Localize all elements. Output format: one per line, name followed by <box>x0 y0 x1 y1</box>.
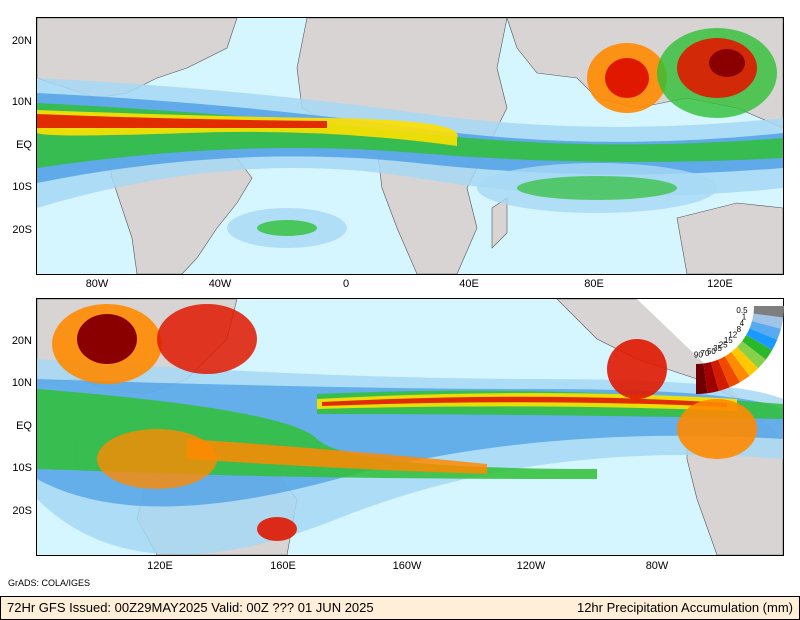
lat-label-top-eq: EQ <box>16 139 32 151</box>
legend-wedge <box>711 359 730 392</box>
legend-wedge <box>753 306 784 318</box>
legend-value-label: 90 <box>694 351 703 360</box>
legend-value-label: 1 <box>742 312 747 321</box>
legend-wedge <box>746 328 778 350</box>
legend-value-label: 12 <box>728 331 737 340</box>
lon-label-top-120e: 120E <box>707 278 733 290</box>
lat-label-bottom-10s: 10S <box>12 462 32 474</box>
lon-label-bottom-120w: 120W <box>516 560 546 572</box>
legend-value-label: 70 <box>701 349 710 358</box>
footer-bar: 72Hr GFS Issued: 00Z29MAY2025 Valid: 00Z… <box>0 596 800 620</box>
lon-label-bottom-80w: 80W <box>645 560 669 572</box>
lat-label-bottom-eq: EQ <box>16 420 32 432</box>
legend-wedge <box>718 356 740 388</box>
lat-label-top-20s: 20S <box>12 224 32 236</box>
lon-label-bottom-160w: 160W <box>392 560 422 572</box>
lat-label-bottom-10n: 10N <box>11 377 32 389</box>
legend-wedge <box>737 341 766 369</box>
precip-map-top <box>37 18 783 274</box>
legend-wedge <box>725 352 750 383</box>
lat-label-bottom-20n: 20N <box>11 335 32 347</box>
lon-label-top-80w: 80W <box>85 278 109 290</box>
legend-value-label: 4 <box>740 319 745 328</box>
legend-value-label: 8 <box>737 325 742 334</box>
legend-value-label: 25 <box>719 340 728 349</box>
lon-label-bottom-120e: 120E <box>147 560 173 572</box>
legend-wedge <box>731 347 759 376</box>
land-australia <box>676 202 783 274</box>
lat-label-top-20n: 20N <box>11 35 32 47</box>
legend-wedge <box>703 362 719 394</box>
precip-bands-top <box>37 28 783 248</box>
product-title: 12hr Precipitation Accumulation (mm) <box>576 600 793 615</box>
legend-value-label: 50 <box>707 347 716 356</box>
lat-label-bottom-20s: 20S <box>12 505 32 517</box>
legend-value-label: 35 <box>713 344 722 353</box>
legend-wedge <box>752 313 784 329</box>
lon-label-top-40w: 40W <box>208 278 232 290</box>
legend-wedges <box>696 306 784 394</box>
legend-wedge <box>749 321 782 340</box>
map-panel-top <box>36 17 784 275</box>
legend-wedge <box>742 335 773 360</box>
precip-bands-bottom <box>37 304 783 555</box>
legend-value-label: 15 <box>724 336 733 345</box>
lon-label-top-0: 0 <box>342 278 350 290</box>
lat-label-top-10s: 10S <box>12 181 32 193</box>
grads-credit: GrADS: COLA/IGES <box>8 578 91 588</box>
lon-label-bottom-160e: 160E <box>270 560 296 572</box>
forecast-issue-info: 72Hr GFS Issued: 00Z29MAY2025 Valid: 00Z… <box>7 600 374 615</box>
legend-wedge <box>696 363 708 394</box>
land-madagascar <box>491 197 508 249</box>
lon-label-top-40e: 40E <box>459 278 479 290</box>
lat-label-top-10n: 10N <box>11 96 32 108</box>
lon-label-top-80e: 80E <box>584 278 604 290</box>
legend-value-label: 0.5 <box>736 306 748 315</box>
